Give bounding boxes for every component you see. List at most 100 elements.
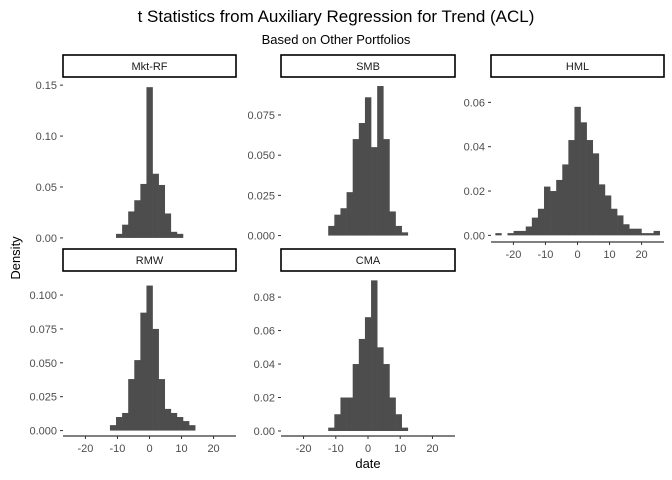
y-tick-label: 0.02 bbox=[254, 393, 275, 405]
histogram-bar bbox=[128, 379, 135, 431]
y-tick-label: 0.025 bbox=[247, 190, 275, 202]
x-tick-label: -10 bbox=[538, 249, 554, 261]
y-tick-label: 0.06 bbox=[254, 326, 275, 338]
histogram-bar bbox=[562, 164, 569, 236]
facet-strip-label-hml: HML bbox=[566, 61, 589, 73]
histogram-bar bbox=[647, 233, 654, 236]
facet-strip-smb bbox=[280, 54, 456, 78]
histogram-bar bbox=[598, 184, 606, 236]
histogram-bar bbox=[346, 397, 353, 431]
histogram-bar bbox=[377, 347, 384, 431]
x-tick-label: -20 bbox=[505, 249, 521, 261]
histogram-bar bbox=[146, 87, 153, 238]
y-tick-label: 0.06 bbox=[464, 97, 485, 109]
histogram-bar bbox=[128, 211, 135, 238]
histogram-bar bbox=[568, 140, 575, 236]
y-tick-label: 0.050 bbox=[247, 150, 275, 162]
x-tick-label: 10 bbox=[394, 443, 406, 455]
histogram-bar bbox=[116, 233, 123, 238]
histogram-bar bbox=[340, 208, 347, 236]
y-tick-label: 0.02 bbox=[464, 186, 485, 198]
x-tick-label: 0 bbox=[574, 249, 580, 261]
y-tick-label: 0.00 bbox=[36, 233, 57, 245]
chart-title: t Statistics from Auxiliary Regression f… bbox=[137, 7, 535, 26]
histogram-bar bbox=[525, 226, 533, 236]
facet-strip-label-mkt-rf: Mkt-RF bbox=[131, 61, 167, 73]
histogram-bar bbox=[116, 417, 123, 431]
y-tick-label: 0.025 bbox=[29, 392, 57, 404]
histogram-bar bbox=[122, 224, 129, 238]
y-tick-label: 0.000 bbox=[29, 426, 57, 438]
y-tick-label: 0.050 bbox=[29, 358, 57, 370]
histogram-bar bbox=[629, 228, 636, 236]
chart-subtitle: Based on Other Portfolios bbox=[261, 32, 411, 47]
x-axis-title: date bbox=[355, 456, 380, 471]
histogram-bar bbox=[604, 195, 612, 236]
histogram-bar bbox=[334, 414, 341, 431]
y-tick-label: 0.15 bbox=[36, 80, 57, 92]
y-tick-label: 0.04 bbox=[464, 142, 485, 154]
histogram-bar bbox=[328, 225, 335, 236]
histogram-bar bbox=[574, 106, 581, 236]
histogram-bar bbox=[641, 233, 648, 236]
histogram-bar bbox=[537, 208, 545, 236]
histogram-bar bbox=[377, 86, 384, 236]
x-tick-label: 0 bbox=[146, 443, 152, 455]
histogram-bar bbox=[134, 360, 141, 431]
histogram-bar bbox=[158, 184, 166, 238]
histogram-bar bbox=[158, 379, 166, 431]
histogram-bar bbox=[544, 186, 551, 236]
x-tick-label: -20 bbox=[296, 443, 312, 455]
x-tick-label: 10 bbox=[175, 443, 187, 455]
y-tick-label: 0.04 bbox=[254, 359, 275, 371]
histogram-bar bbox=[513, 230, 520, 236]
histogram-bar bbox=[610, 208, 618, 236]
facet-strip-cma bbox=[280, 248, 456, 272]
histogram-bar bbox=[176, 233, 184, 238]
x-tick-label: 20 bbox=[426, 443, 438, 455]
y-tick-label: 0.00 bbox=[464, 230, 485, 242]
histogram-bar bbox=[352, 364, 360, 431]
histogram-bar bbox=[371, 147, 378, 236]
facet-strip-label-cma: CMA bbox=[356, 255, 381, 267]
histogram-bar bbox=[371, 280, 378, 431]
y-tick-label: 0.05 bbox=[36, 182, 57, 194]
histogram-bar bbox=[334, 214, 341, 236]
histogram-bar bbox=[389, 211, 396, 236]
histogram-bar bbox=[401, 232, 409, 236]
y-tick-label: 0.08 bbox=[254, 292, 275, 304]
histogram-bar bbox=[617, 215, 624, 236]
histogram-bar bbox=[531, 217, 539, 236]
x-tick-label: 0 bbox=[365, 443, 371, 455]
y-axis-title: Density bbox=[8, 236, 23, 280]
histogram-bar bbox=[182, 421, 190, 431]
histogram-bar bbox=[346, 192, 353, 236]
histogram-bar bbox=[176, 417, 184, 431]
histogram-bar bbox=[146, 285, 153, 431]
x-tick-label: -20 bbox=[77, 443, 93, 455]
histogram-bar bbox=[134, 200, 141, 238]
x-tick-label: 20 bbox=[635, 249, 647, 261]
histogram-bar bbox=[383, 364, 390, 431]
histogram-bar bbox=[170, 231, 178, 238]
histogram-bar bbox=[364, 317, 372, 431]
histogram-bar bbox=[152, 173, 159, 238]
histogram-bar bbox=[164, 408, 172, 431]
x-tick-label: 10 bbox=[603, 249, 615, 261]
histogram-bar bbox=[164, 213, 172, 238]
histogram-bar bbox=[352, 139, 360, 236]
histogram-bar bbox=[328, 427, 335, 431]
histogram-bar bbox=[623, 224, 630, 236]
y-tick-label: 0.000 bbox=[247, 231, 275, 243]
histogram-bar bbox=[109, 425, 117, 431]
histogram-bar bbox=[592, 153, 600, 236]
facet-strip-rmw bbox=[62, 248, 237, 272]
facet-strip-mkt-rf bbox=[62, 54, 237, 78]
histogram-bar bbox=[653, 230, 660, 236]
y-tick-label: 0.075 bbox=[29, 324, 57, 336]
histogram-bar bbox=[556, 179, 563, 236]
y-tick-label: 0.00 bbox=[254, 426, 275, 438]
facet-strip-hml bbox=[490, 54, 665, 78]
histogram-bar bbox=[140, 183, 147, 238]
